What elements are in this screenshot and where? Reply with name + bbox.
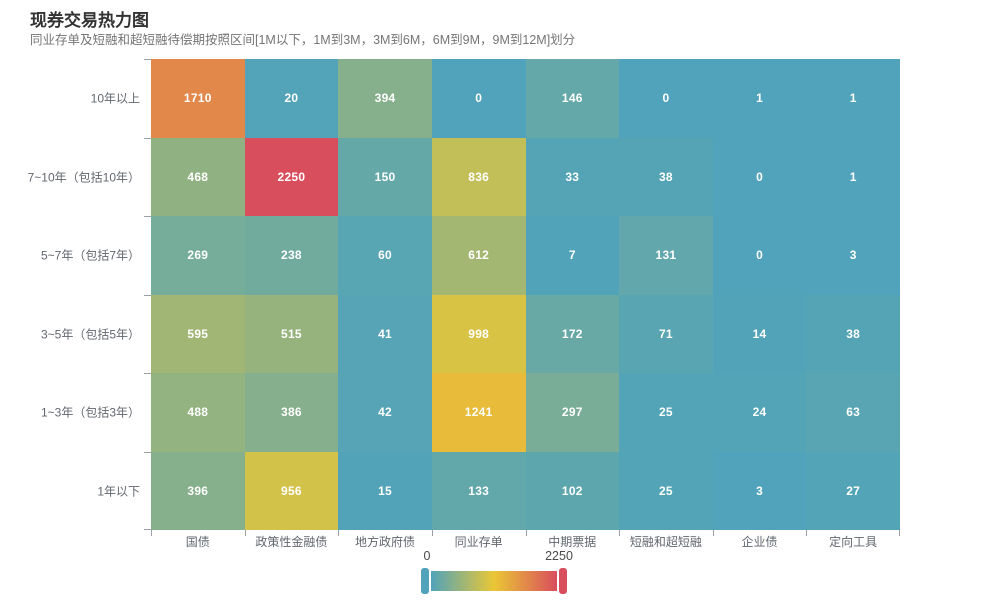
axis-tick bbox=[144, 373, 151, 374]
x-axis-label: 政策性金融债 bbox=[255, 535, 328, 549]
heatmap-cell[interactable]: 386 bbox=[244, 373, 339, 452]
x-axis-label: 同业存单 bbox=[454, 535, 503, 549]
heatmap-cell[interactable]: 33 bbox=[525, 137, 620, 216]
heatmap-cell[interactable]: 515 bbox=[244, 294, 339, 373]
visualmap-max-handle[interactable] bbox=[559, 568, 567, 594]
heatmap-cell[interactable]: 0 bbox=[712, 216, 807, 295]
heatmap-cell[interactable]: 956 bbox=[244, 451, 339, 530]
heatmap-cell[interactable]: 63 bbox=[806, 373, 900, 452]
heatmap-cell[interactable]: 468 bbox=[151, 137, 245, 216]
x-axis-label: 企业债 bbox=[741, 535, 778, 549]
heatmap-cell[interactable]: 172 bbox=[525, 294, 620, 373]
heatmap-cell[interactable]: 71 bbox=[619, 294, 713, 373]
y-axis-label: 10年以上 bbox=[90, 91, 140, 106]
heatmap-cell[interactable]: 27 bbox=[806, 451, 900, 530]
heatmap-cell[interactable]: 25 bbox=[619, 373, 713, 452]
heatmap-cell[interactable]: 238 bbox=[244, 216, 339, 295]
visualmap: 0 2250 bbox=[421, 549, 573, 594]
heatmap-cell[interactable]: 0 bbox=[712, 137, 807, 216]
axis-tick bbox=[619, 530, 620, 536]
heatmap-cell[interactable]: 3 bbox=[806, 216, 900, 295]
heatmap-cell[interactable]: 38 bbox=[806, 294, 900, 373]
heatmap-cell[interactable]: 297 bbox=[525, 373, 620, 452]
heatmap-cell[interactable]: 269 bbox=[151, 216, 245, 295]
axis-tick bbox=[144, 138, 151, 139]
heatmap-cell[interactable]: 7 bbox=[525, 216, 620, 295]
axis-tick bbox=[144, 529, 151, 530]
heatmap-cell[interactable]: 3 bbox=[712, 451, 807, 530]
axis-tick bbox=[151, 530, 152, 536]
axis-tick bbox=[526, 530, 527, 536]
axis-tick bbox=[338, 530, 339, 536]
axis-tick bbox=[806, 530, 807, 536]
heatmap-cell[interactable]: 60 bbox=[338, 216, 432, 295]
axis-tick bbox=[713, 530, 714, 536]
axis-tick bbox=[245, 530, 246, 536]
heatmap-cell[interactable]: 998 bbox=[431, 294, 526, 373]
y-axis-label: 1年以下 bbox=[97, 484, 140, 499]
heatmap-cell[interactable]: 396 bbox=[151, 451, 245, 530]
y-axis-label: 7~10年（包括10年） bbox=[27, 170, 140, 185]
y-axis-ticks bbox=[144, 59, 151, 530]
heatmap-cell[interactable]: 133 bbox=[431, 451, 526, 530]
heatmap-grid: 1710 20 394 0 146 0 1 1 468 2250 150 836 33 38 0 1 269 23… bbox=[151, 59, 900, 530]
visualmap-max-label: 2250 bbox=[545, 549, 573, 563]
heatmap-cell[interactable]: 20 bbox=[244, 59, 339, 138]
heatmap-cell[interactable]: 1710 bbox=[151, 59, 245, 138]
heatmap-cell[interactable]: 1 bbox=[806, 59, 900, 138]
visualmap-gradient-bar[interactable] bbox=[431, 571, 557, 591]
chart-subtitle: 同业存单及短融和超短融待偿期按照区间[1M以下，1M到3M，3M到6M，6M到9… bbox=[30, 33, 576, 47]
heatmap-cell[interactable]: 150 bbox=[338, 137, 432, 216]
axis-tick bbox=[144, 59, 151, 60]
heatmap-cell[interactable]: 488 bbox=[151, 373, 245, 452]
heatmap-cell[interactable]: 102 bbox=[525, 451, 620, 530]
heatmap-cell[interactable]: 1 bbox=[712, 59, 807, 138]
x-axis-label: 中期票据 bbox=[548, 535, 597, 549]
x-axis-label: 地方政府债 bbox=[355, 535, 416, 549]
y-axis-labels: 10年以上 7~10年（包括10年） 5~7年（包括7年） 3~5年（包括5年） 1~3… bbox=[0, 59, 140, 530]
y-axis-label: 3~5年（包括5年） bbox=[40, 327, 140, 342]
x-axis-ticks bbox=[151, 530, 900, 536]
heatmap-cell[interactable]: 15 bbox=[338, 451, 432, 530]
heatmap-cell[interactable]: 14 bbox=[712, 294, 807, 373]
visualmap-min-label: 0 bbox=[423, 549, 431, 563]
axis-tick bbox=[432, 530, 433, 536]
visualmap-min-handle[interactable] bbox=[421, 568, 429, 594]
heatmap-cell[interactable]: 612 bbox=[431, 216, 526, 295]
heatmap-cell[interactable]: 131 bbox=[619, 216, 713, 295]
heatmap-cell[interactable]: 38 bbox=[619, 137, 713, 216]
y-axis-label: 5~7年（包括7年） bbox=[40, 248, 140, 263]
heatmap-cell[interactable]: 1 bbox=[806, 137, 900, 216]
axis-tick bbox=[144, 295, 151, 296]
x-axis-label: 定向工具 bbox=[829, 535, 878, 549]
heatmap-cell[interactable]: 595 bbox=[151, 294, 245, 373]
chart-title: 现券交易热力图 bbox=[30, 11, 149, 30]
heatmap-cell[interactable]: 24 bbox=[712, 373, 807, 452]
x-axis-label: 短融和超短融 bbox=[629, 535, 702, 549]
heatmap-cell[interactable]: 25 bbox=[619, 451, 713, 530]
axis-tick bbox=[899, 530, 900, 536]
heatmap-cell[interactable]: 42 bbox=[338, 373, 432, 452]
heatmap-cell[interactable]: 0 bbox=[431, 59, 526, 138]
heatmap-cell[interactable]: 2250 bbox=[244, 137, 339, 216]
heatmap-cell[interactable]: 1241 bbox=[431, 373, 526, 452]
heatmap-cell[interactable]: 41 bbox=[338, 294, 432, 373]
x-axis-labels: 国债 政策性金融债 地方政府债 同业存单 中期票据 短融和超短融 企业债 定向工具 bbox=[151, 533, 900, 550]
heatmap-cell[interactable]: 836 bbox=[431, 137, 526, 216]
heatmap-cell[interactable]: 394 bbox=[338, 59, 432, 138]
heatmap-cell[interactable]: 146 bbox=[525, 59, 620, 138]
axis-tick bbox=[144, 452, 151, 453]
y-axis-label: 1~3年（包括3年） bbox=[40, 405, 140, 420]
heatmap-cell[interactable]: 0 bbox=[619, 59, 713, 138]
axis-tick bbox=[144, 216, 151, 217]
x-axis-label: 国债 bbox=[185, 535, 210, 549]
